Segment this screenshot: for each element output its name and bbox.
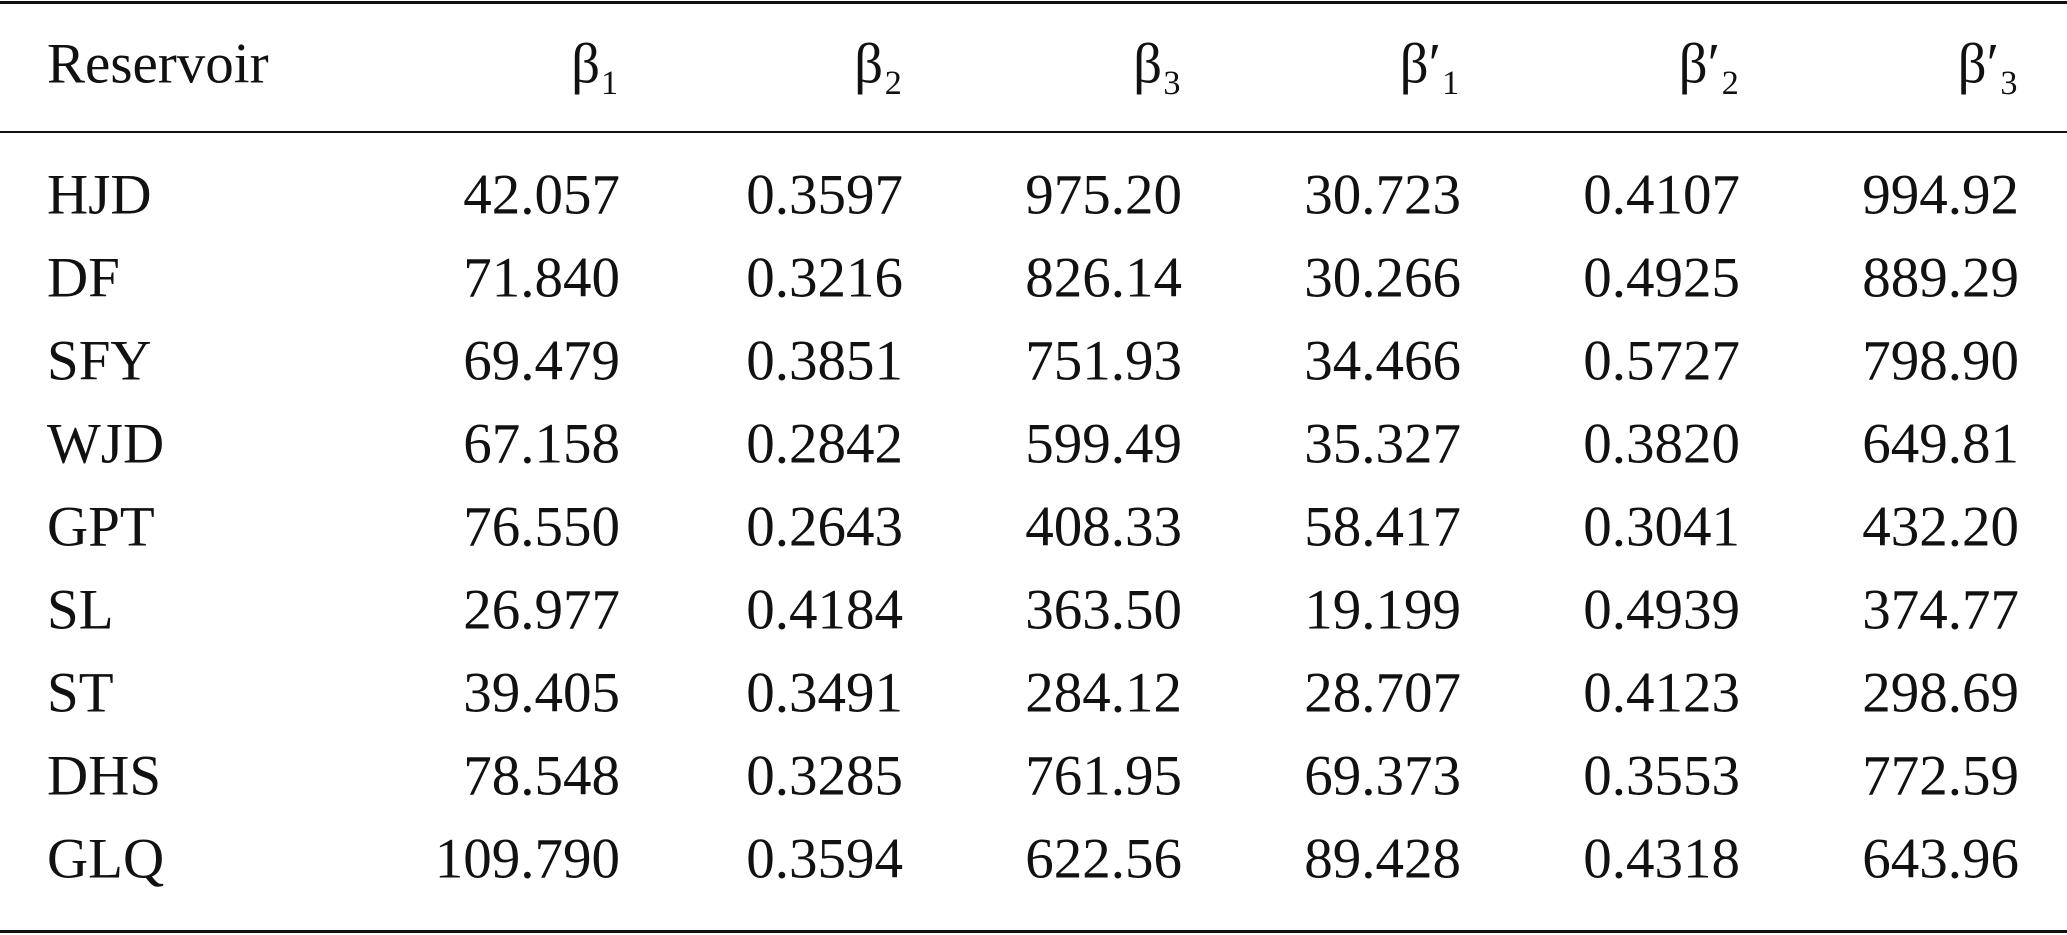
table-cell: 67.158 [463, 412, 620, 476]
row-label: WJD [47, 412, 165, 476]
row-label: DHS [47, 744, 162, 808]
table-cell: 0.3553 [1583, 744, 1740, 808]
table-cell: 0.4318 [1583, 827, 1740, 891]
row-label: SL [47, 578, 114, 642]
column-header: β₃ [1133, 32, 1182, 96]
table-cell: 35.327 [1304, 412, 1461, 476]
table-cell: 0.3597 [746, 163, 903, 227]
table-cell: 0.3594 [746, 827, 903, 891]
table-cell: 889.29 [1862, 246, 2019, 310]
table-cell: 643.96 [1862, 827, 2019, 891]
table-cell: 772.59 [1862, 744, 2019, 808]
table-cell: 0.2842 [746, 412, 903, 476]
table-cell: 0.3851 [746, 329, 903, 393]
table-cell: 58.417 [1304, 495, 1461, 559]
table-cell: 0.3491 [746, 661, 903, 725]
table-cell: 30.723 [1304, 163, 1461, 227]
column-header: β′₃ [1957, 32, 2019, 96]
table-cell: 599.49 [1025, 412, 1182, 476]
table-cell: 374.77 [1862, 578, 2019, 642]
row-label: SFY [47, 329, 152, 393]
table-cell: 622.56 [1025, 827, 1182, 891]
table-cell: 761.95 [1025, 744, 1182, 808]
table-cell: 798.90 [1862, 329, 2019, 393]
row-label: GLQ [47, 827, 165, 891]
row-label: DF [47, 246, 120, 310]
table-cell: 19.199 [1304, 578, 1461, 642]
table-cell: 751.93 [1025, 329, 1182, 393]
table-cell: 0.3285 [746, 744, 903, 808]
table-cell: 78.548 [463, 744, 620, 808]
table-cell: 0.4123 [1583, 661, 1740, 725]
table-cell: 0.4925 [1583, 246, 1740, 310]
column-header: β′₂ [1678, 32, 1740, 96]
table-cell: 69.373 [1304, 744, 1461, 808]
table-cell: 994.92 [1862, 163, 2019, 227]
table-cell: 89.428 [1304, 827, 1461, 891]
table-cell: 0.4939 [1583, 578, 1740, 642]
column-header: β₂ [854, 32, 903, 96]
row-label: GPT [47, 495, 155, 559]
table-cell: 432.20 [1862, 495, 2019, 559]
table-cell: 69.479 [463, 329, 620, 393]
table-cell: 42.057 [463, 163, 620, 227]
table-cell: 34.466 [1304, 329, 1461, 393]
bottom-rule [0, 930, 2067, 933]
table-cell: 0.4184 [746, 578, 903, 642]
table-cell: 0.3041 [1583, 495, 1740, 559]
table-cell: 0.3820 [1583, 412, 1740, 476]
table-cell: 30.266 [1304, 246, 1461, 310]
table-cell: 0.3216 [746, 246, 903, 310]
top-rule [0, 1, 2067, 4]
table-cell: 28.707 [1304, 661, 1461, 725]
table-cell: 975.20 [1025, 163, 1182, 227]
table-cell: 39.405 [463, 661, 620, 725]
table-cell: 0.2643 [746, 495, 903, 559]
table-cell: 826.14 [1025, 246, 1182, 310]
row-label: ST [47, 661, 114, 725]
table-cell: 26.977 [463, 578, 620, 642]
column-header: β₁ [571, 32, 620, 96]
table-cell: 649.81 [1862, 412, 2019, 476]
table-cell: 0.5727 [1583, 329, 1740, 393]
row-label: HJD [47, 163, 152, 227]
column-header: Reservoir [47, 32, 269, 96]
table-cell: 0.4107 [1583, 163, 1740, 227]
table-cell: 71.840 [463, 246, 620, 310]
table-cell: 76.550 [463, 495, 620, 559]
column-header: β′₁ [1399, 32, 1461, 96]
table-cell: 284.12 [1025, 661, 1182, 725]
table-cell: 298.69 [1862, 661, 2019, 725]
table-cell: 109.790 [434, 827, 620, 891]
table-cell: 408.33 [1025, 495, 1182, 559]
table-cell: 363.50 [1025, 578, 1182, 642]
header-rule [0, 131, 2067, 133]
